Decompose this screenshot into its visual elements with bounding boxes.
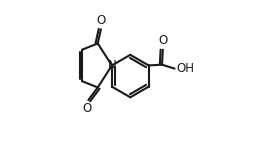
Text: O: O: [82, 102, 91, 115]
Text: N: N: [107, 59, 116, 72]
Text: O: O: [96, 14, 105, 27]
Text: O: O: [158, 34, 167, 47]
Text: OH: OH: [176, 62, 194, 75]
